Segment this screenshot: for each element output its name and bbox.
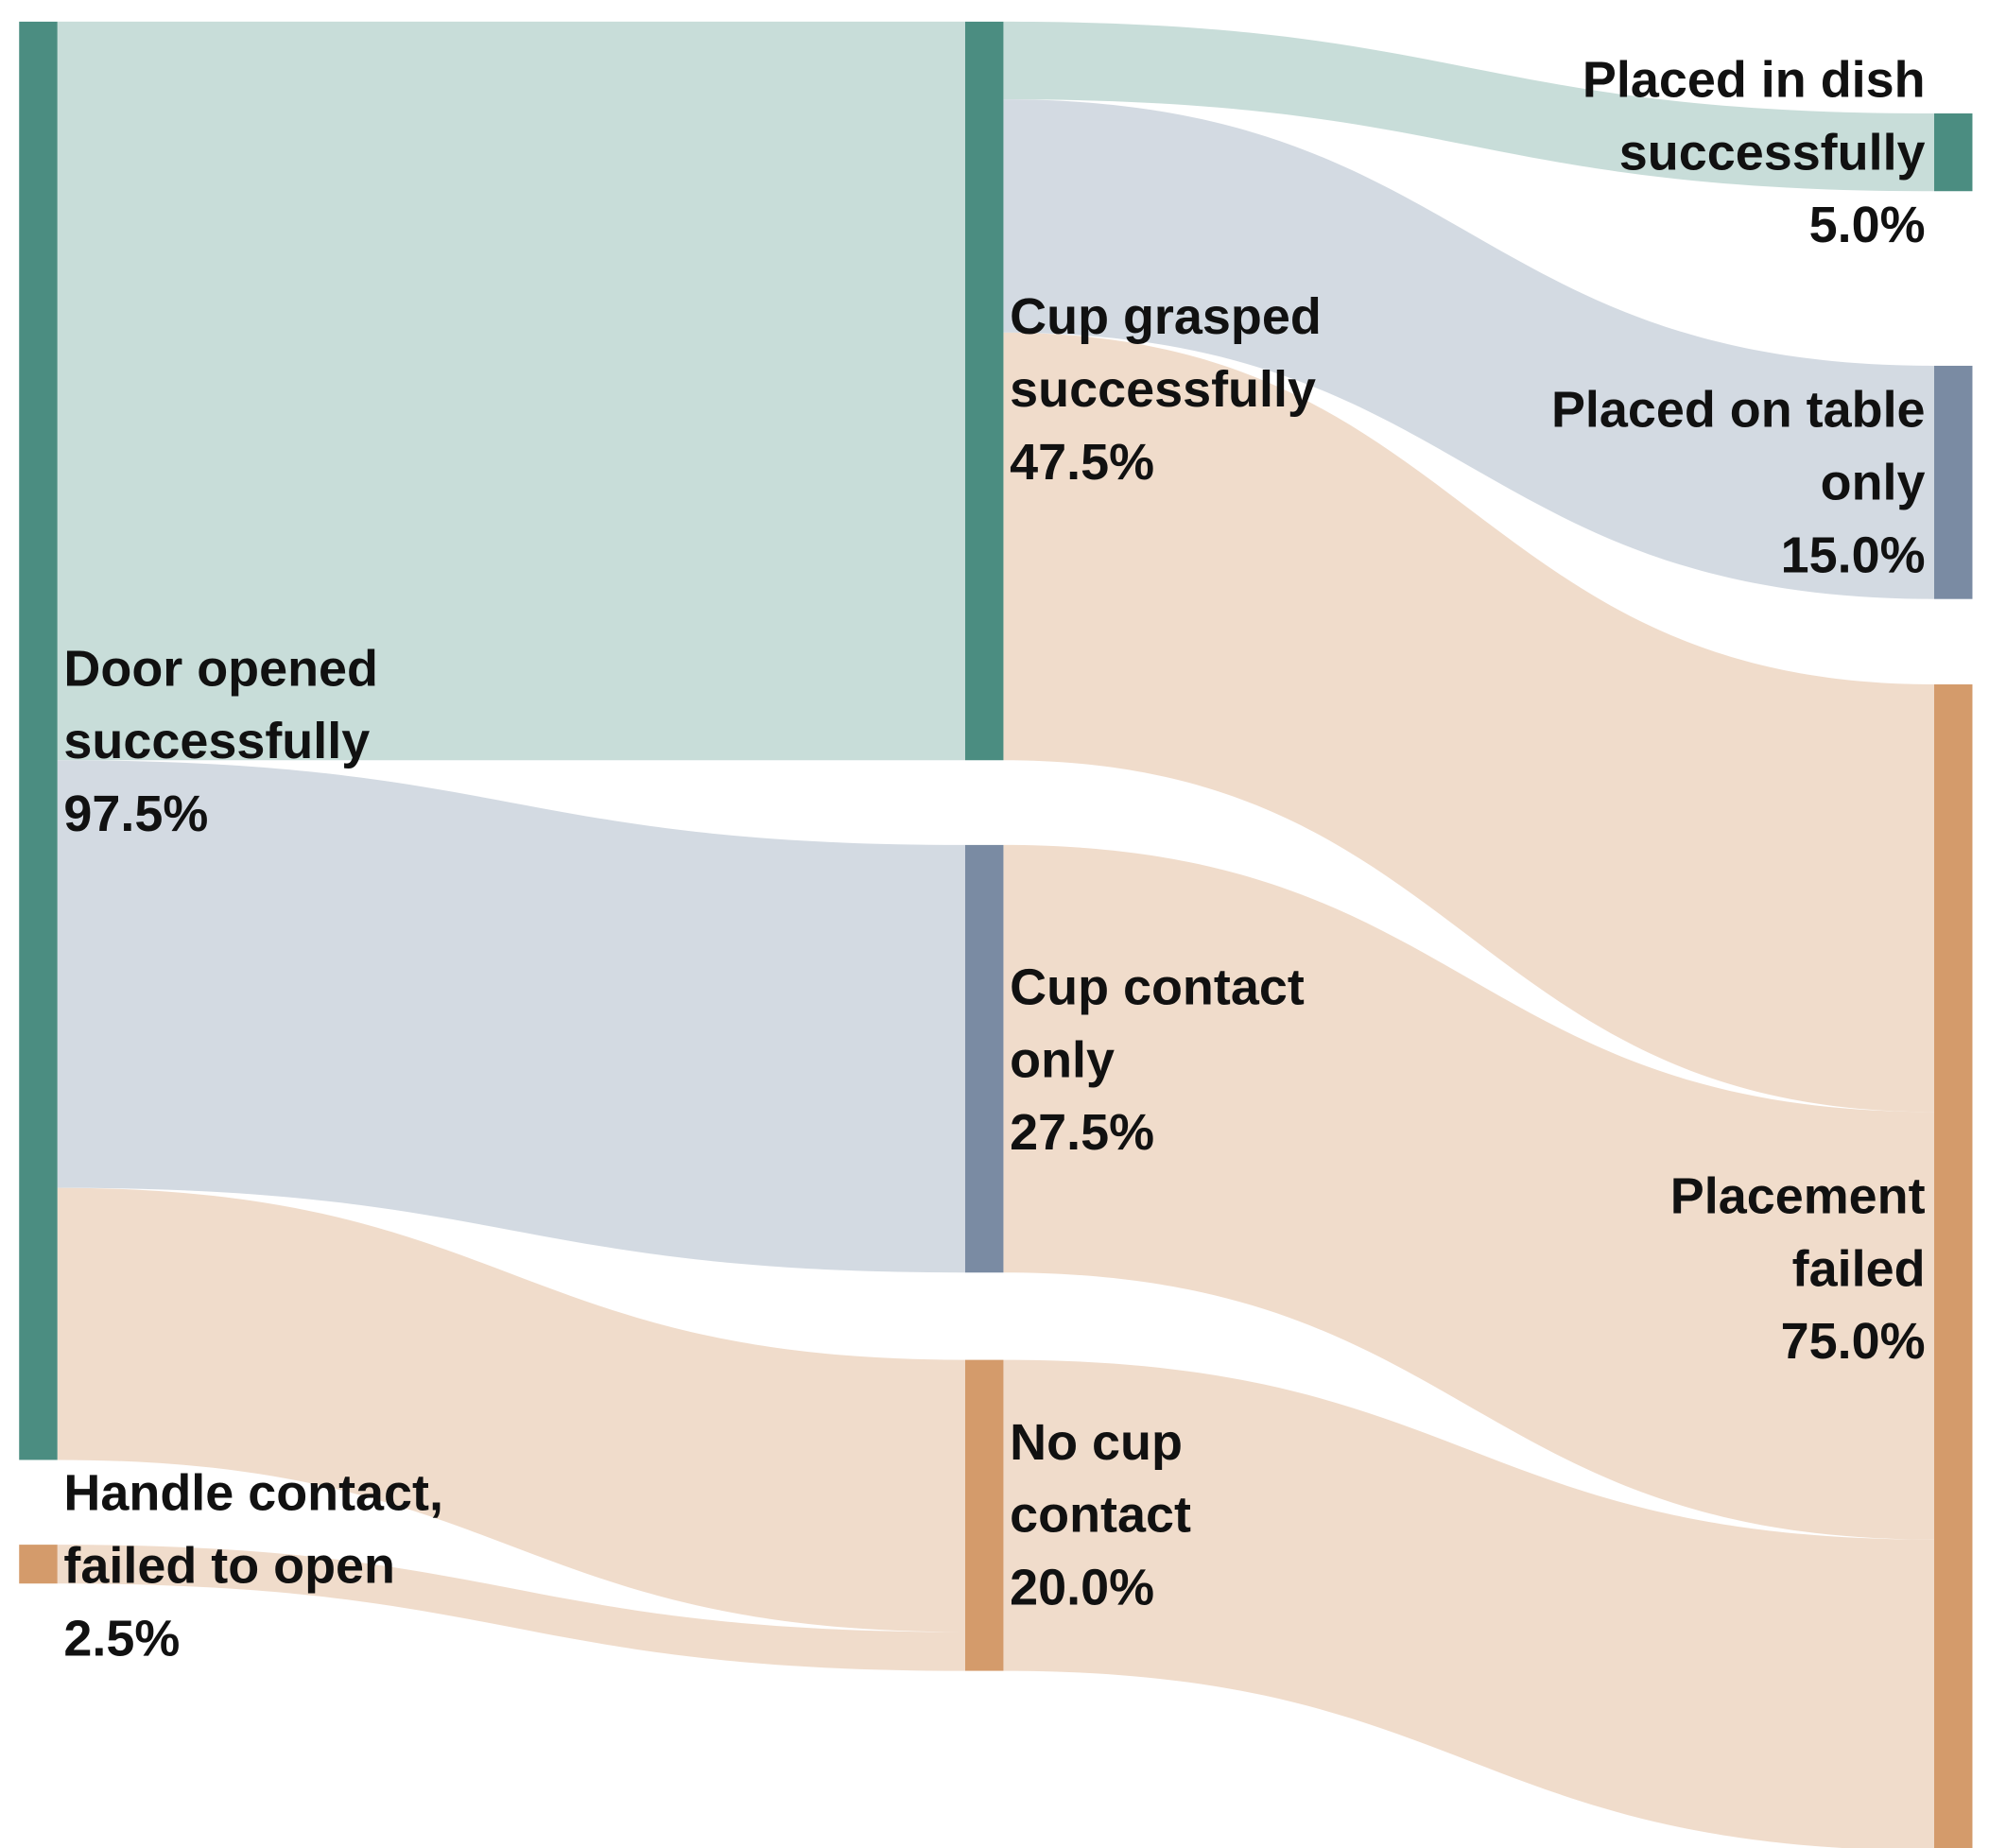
link-grasped-to-dish	[1003, 21, 1935, 192]
node-table	[1934, 365, 1973, 599]
labels-layer: Door opened successfully 97.5% Handle conta…	[63, 51, 1925, 1667]
node-label-door-line-0: Door opened	[63, 640, 378, 697]
link-grasped-to-failed	[1003, 332, 1935, 1113]
node-label-table-line-2: 15.0%	[1781, 527, 1926, 583]
node-label-door-line-1: successfully	[63, 713, 370, 769]
node-label-grasped-line-0: Cup grasped	[1010, 288, 1322, 345]
links-layer	[57, 21, 1935, 1848]
node-label-grasped-line-2: 47.5%	[1010, 434, 1154, 491]
node-grasped	[964, 21, 1004, 761]
node-label-handle-line-1: failed to open	[63, 1538, 395, 1595]
node-label-dish-line-1: successfully	[1619, 124, 1926, 181]
node-label-failed-line-0: Placement	[1670, 1168, 1926, 1225]
node-label-nocup-line-2: 20.0%	[1010, 1559, 1154, 1615]
node-label-contact-line-1: only	[1010, 1031, 1115, 1088]
node-label-contact-line-2: 27.5%	[1010, 1104, 1154, 1161]
node-label-nocup-line-0: No cup	[1010, 1414, 1183, 1471]
node-label-dish-line-2: 5.0%	[1809, 197, 1926, 253]
node-label-door-line-2: 97.5%	[63, 786, 208, 842]
node-label-failed-line-1: failed	[1792, 1240, 1926, 1297]
node-door	[19, 21, 58, 1460]
node-label-failed-line-2: 75.0%	[1781, 1313, 1926, 1370]
node-contact	[964, 844, 1004, 1273]
node-label-contact-line-0: Cup contact	[1010, 959, 1305, 1015]
node-label-nocup-line-1: contact	[1010, 1487, 1191, 1544]
link-door-to-grasped	[57, 21, 965, 761]
node-handle	[19, 1545, 58, 1584]
nodes-layer	[19, 21, 1973, 1848]
node-nocup	[964, 1359, 1004, 1671]
node-dish	[1934, 112, 1973, 192]
node-label-handle-line-2: 2.5%	[63, 1610, 180, 1667]
link-contact-to-failed	[1003, 844, 1935, 1540]
node-label-table-line-1: only	[1821, 455, 1926, 511]
node-label-table-line-0: Placed on table	[1551, 382, 1926, 439]
link-door-to-nocup	[57, 1187, 965, 1632]
link-nocup-to-failed	[1003, 1359, 1935, 1848]
node-label-grasped-line-1: successfully	[1010, 361, 1316, 418]
node-label-handle-line-0: Handle contact,	[63, 1465, 443, 1522]
link-door-to-contact	[57, 760, 965, 1273]
node-failed	[1934, 684, 1973, 1848]
link-handle-to-nocup	[57, 1545, 965, 1671]
link-grasped-to-table	[1003, 99, 1935, 599]
node-label-dish-line-0: Placed in dish	[1583, 51, 1926, 108]
